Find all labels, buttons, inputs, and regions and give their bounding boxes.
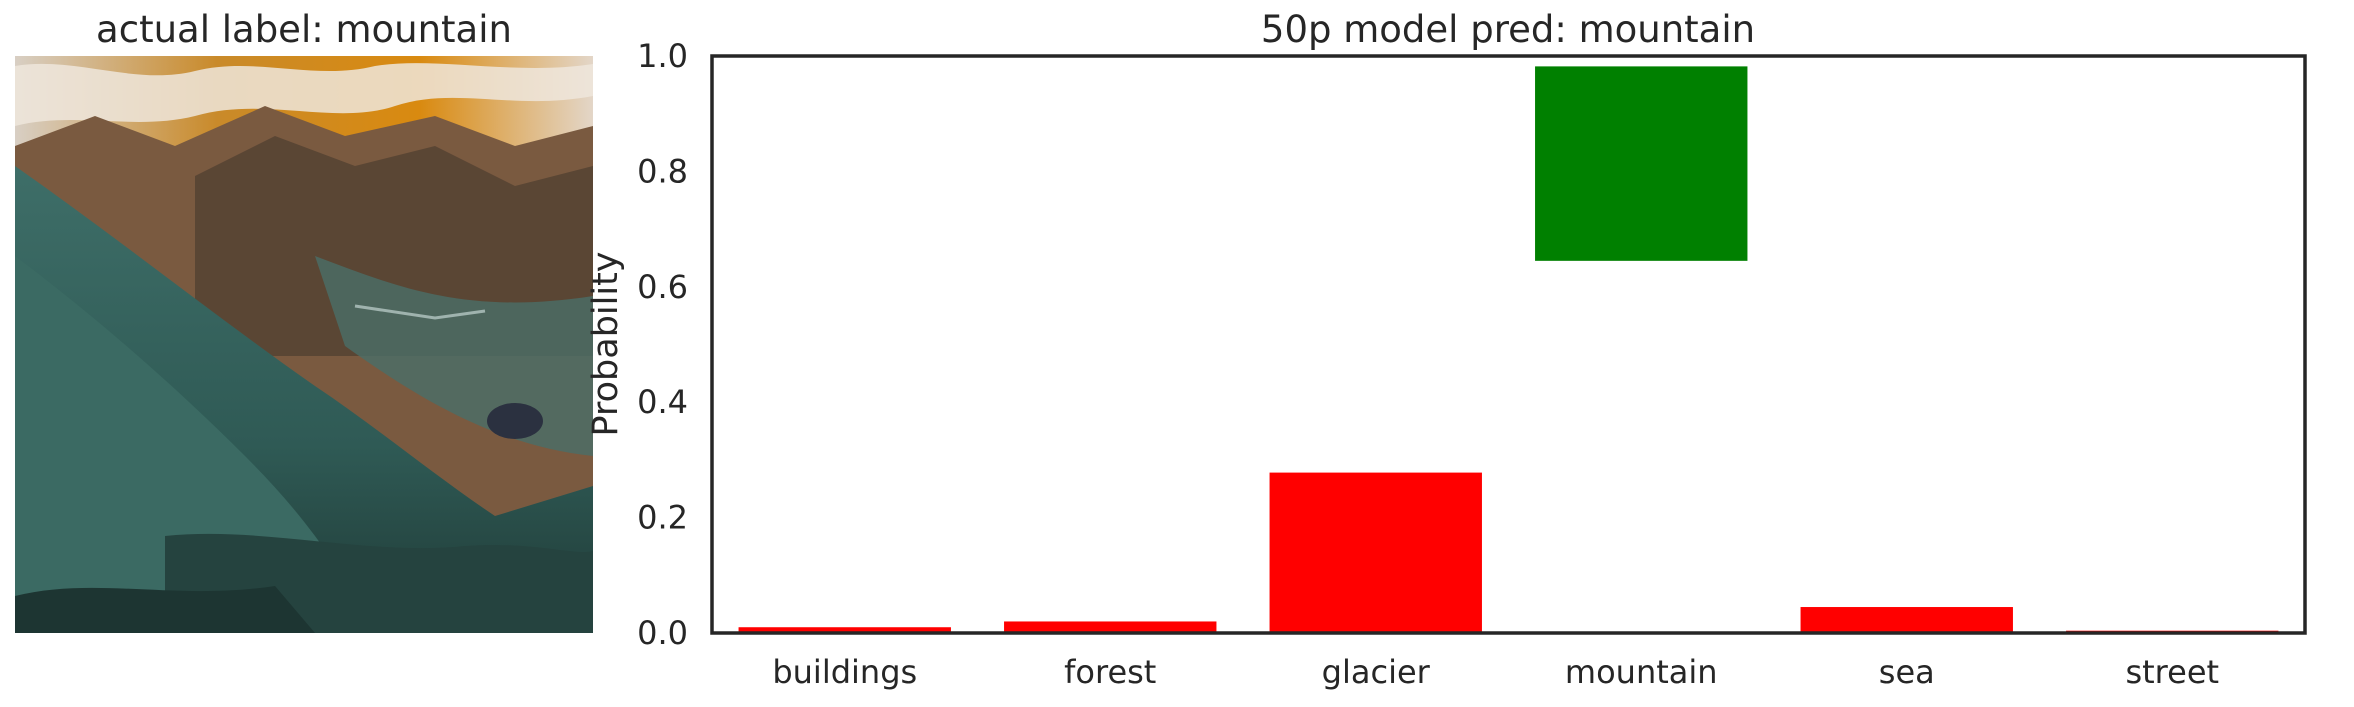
y-axis-label: Probability	[586, 251, 626, 436]
y-ticks: 0.0 0.2 0.4 0.6 0.8 1.0	[637, 37, 688, 652]
mountain-photo-drawing	[15, 56, 593, 633]
y-tick-label: 0.8	[637, 152, 688, 190]
x-tick-label-sea: sea	[1879, 653, 1935, 691]
bar-mountain	[1535, 66, 1748, 261]
y-tick-label: 0.4	[637, 383, 688, 421]
bar-glacier	[1269, 472, 1482, 633]
image-title: actual label: mountain	[96, 8, 512, 51]
bar-buildings	[738, 627, 951, 633]
y-tick-label: 0.0	[637, 614, 688, 652]
mountain-photo	[15, 56, 593, 633]
chart-title: 50p model pred: mountain	[1261, 8, 1755, 51]
y-tick-label: 0.6	[637, 268, 688, 306]
bar-forest	[1004, 621, 1217, 633]
x-tick-label-buildings: buildings	[772, 653, 917, 691]
x-tick-label-glacier: glacier	[1322, 653, 1431, 691]
bars-layer	[738, 66, 2279, 633]
x-ticks: buildings forest glacier mountain sea street	[772, 653, 2219, 691]
y-tick-label: 0.2	[637, 499, 688, 537]
x-tick-label-mountain: mountain	[1565, 653, 1718, 691]
x-tick-label-forest: forest	[1064, 653, 1156, 691]
y-tick-label: 1.0	[637, 37, 688, 75]
plot-frame	[710, 54, 2307, 635]
x-tick-label-street: street	[2125, 653, 2219, 691]
bar-sea	[1800, 607, 2013, 633]
